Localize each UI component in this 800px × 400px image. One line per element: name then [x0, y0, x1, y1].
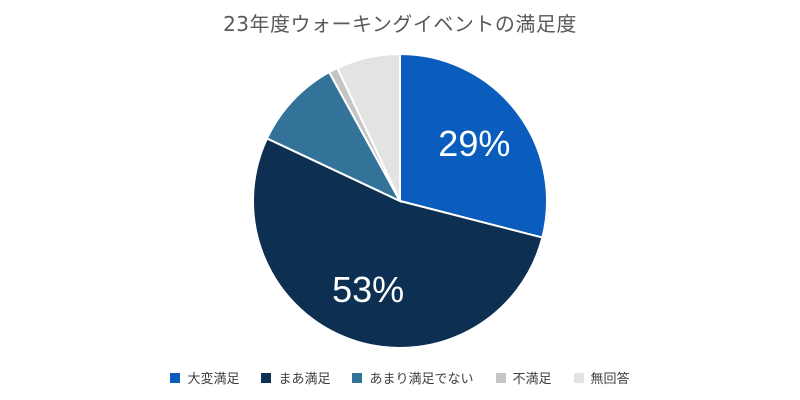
data-label-very-satisfied: 29% [438, 123, 510, 164]
legend-label-not-very-satisfied: あまり満足でない [369, 372, 474, 387]
legend-item-dissatisfied[interactable]: 不満足 [495, 368, 552, 387]
chart-title: 23年度ウォーキングイベントの満足度 [223, 12, 577, 36]
pie-slice-somewhat-satisfied[interactable] [252, 137, 544, 349]
legend-label-dissatisfied: 不満足 [512, 372, 552, 387]
legend-swatch-no-answer [573, 372, 584, 383]
legend-label-very-satisfied: 大変満足 [187, 372, 240, 387]
legend-item-somewhat-satisfied[interactable]: まあ満足 [261, 368, 330, 387]
pie-slice-not-very-satisfied[interactable] [265, 70, 403, 204]
legend-label-somewhat-satisfied: まあ満足 [278, 372, 331, 387]
legend-swatch-very-satisfied [170, 372, 181, 383]
legend-swatch-dissatisfied [495, 372, 506, 383]
legend: 大変満足 まあ満足 あまり満足でない 不満足 無回答 [0, 368, 800, 387]
pie-slice-no-answer[interactable] [336, 52, 401, 202]
legend-swatch-not-very-satisfied [352, 372, 363, 383]
pie-slice-very-satisfied[interactable] [399, 52, 548, 239]
legend-label-no-answer: 無回答 [590, 372, 630, 387]
legend-item-very-satisfied[interactable]: 大変満足 [170, 368, 239, 387]
legend-item-no-answer[interactable]: 無回答 [573, 368, 630, 387]
data-label-somewhat-satisfied: 53% [332, 269, 404, 310]
legend-item-not-very-satisfied[interactable]: あまり満足でない [352, 368, 474, 387]
legend-swatch-somewhat-satisfied [261, 372, 272, 383]
